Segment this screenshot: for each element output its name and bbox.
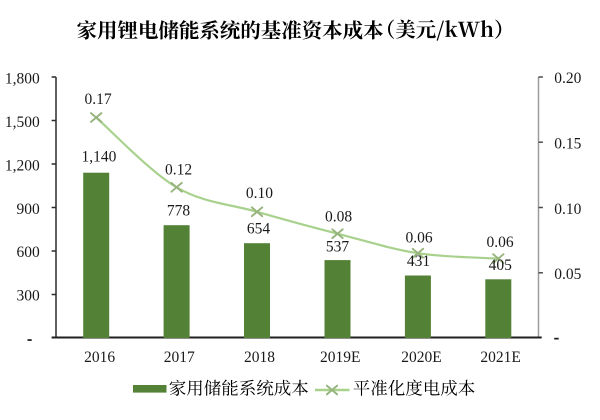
svg-text:900: 900 — [17, 201, 41, 218]
svg-text:0.12: 0.12 — [165, 162, 192, 179]
svg-text:2020E: 2020E — [401, 349, 441, 366]
svg-text:1,500: 1,500 — [5, 114, 40, 131]
svg-text:0.20: 0.20 — [554, 70, 581, 87]
svg-text:405: 405 — [489, 257, 513, 274]
svg-text:2021E: 2021E — [480, 349, 520, 366]
svg-text:2017: 2017 — [164, 349, 195, 366]
svg-text:0.08: 0.08 — [325, 209, 352, 226]
svg-text:431: 431 — [407, 253, 430, 270]
svg-text:1,140: 1,140 — [81, 149, 116, 166]
svg-text:0.05: 0.05 — [554, 266, 581, 283]
svg-text:0.17: 0.17 — [84, 91, 111, 108]
svg-text:2018: 2018 — [244, 349, 275, 366]
svg-text:600: 600 — [17, 244, 41, 261]
svg-text:537: 537 — [326, 238, 350, 255]
svg-text:1,800: 1,800 — [5, 70, 40, 87]
svg-text:0.15: 0.15 — [554, 136, 581, 153]
svg-text:0.06: 0.06 — [486, 234, 513, 251]
svg-text:1,200: 1,200 — [5, 157, 40, 174]
svg-text:300: 300 — [17, 288, 41, 305]
svg-text:654: 654 — [247, 221, 271, 238]
svg-text:0.10: 0.10 — [246, 185, 273, 202]
svg-text:2016: 2016 — [84, 349, 115, 366]
svg-text:0.10: 0.10 — [554, 201, 581, 218]
svg-text:2019E: 2019E — [320, 349, 360, 366]
svg-text:778: 778 — [167, 202, 191, 219]
svg-text:0.06: 0.06 — [405, 230, 432, 247]
